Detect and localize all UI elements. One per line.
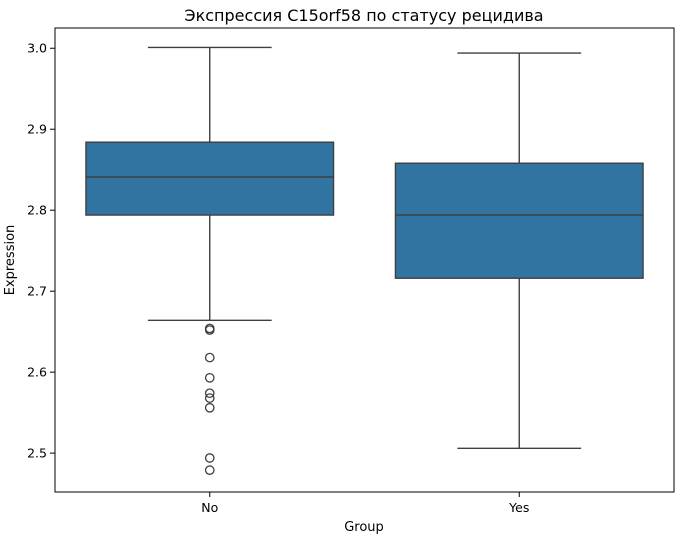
chart-title: Экспрессия C15orf58 по статусу рецидива — [184, 6, 543, 25]
x-axis: No Yes — [201, 492, 529, 515]
box-group-yes — [394, 52, 644, 449]
iqr-box — [85, 141, 335, 216]
plot-frame — [54, 27, 675, 493]
outlier-point — [204, 453, 215, 463]
x-tick-label: No — [201, 500, 218, 515]
outlier-point — [204, 325, 215, 335]
box-group-no — [85, 46, 335, 475]
outlier-point — [204, 352, 215, 363]
y-tick-label: 2.6 — [27, 365, 47, 380]
y-axis: 2.5 2.6 2.7 2.8 2.9 3.0 — [27, 41, 55, 461]
outlier-point — [204, 465, 215, 475]
x-axis-label: Group — [344, 520, 384, 535]
y-tick-label: 3.0 — [27, 41, 47, 56]
outlier-point — [204, 372, 215, 383]
plot-area — [85, 46, 644, 475]
outlier-point — [204, 402, 215, 413]
y-tick-label: 2.7 — [27, 284, 47, 299]
y-tick-label: 2.9 — [27, 122, 47, 137]
outlier-point — [204, 393, 215, 403]
outlier-point — [204, 388, 215, 399]
iqr-box — [394, 162, 644, 279]
y-axis-label: Expression — [3, 225, 18, 296]
x-tick-label: Yes — [508, 500, 529, 515]
y-tick-label: 2.5 — [27, 446, 47, 461]
y-tick-label: 2.8 — [27, 203, 47, 218]
